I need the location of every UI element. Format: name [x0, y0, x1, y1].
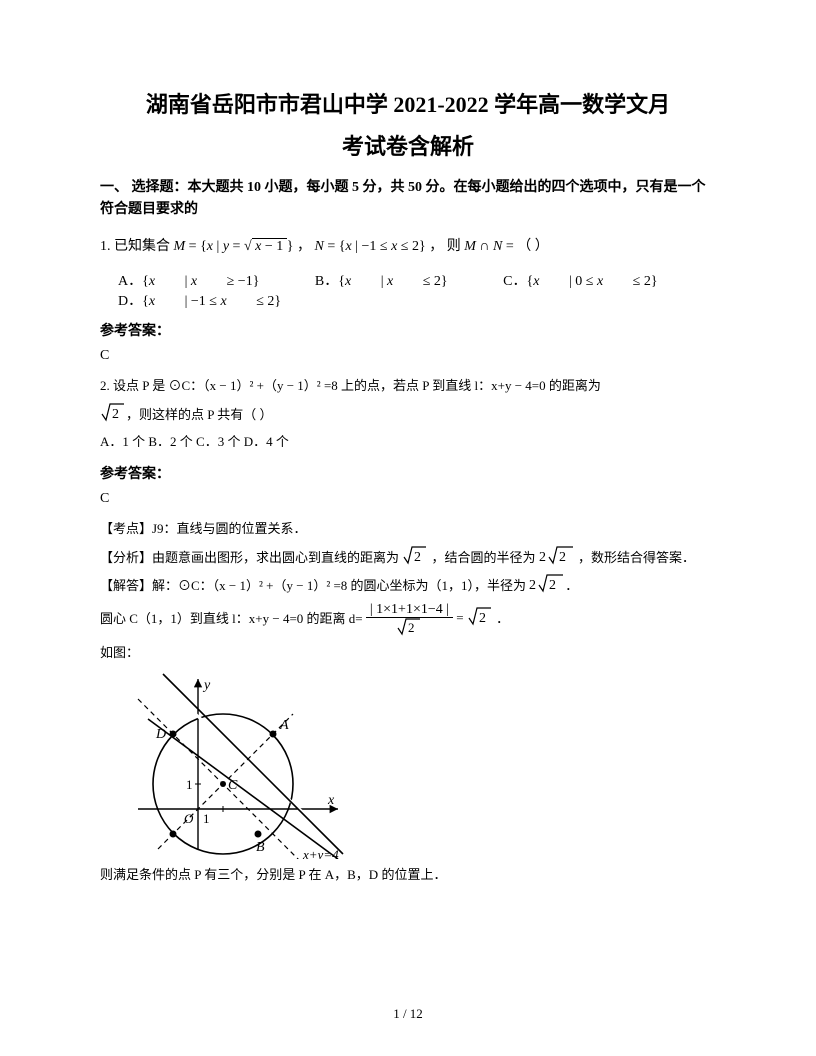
- q1-blank: （ ）: [517, 239, 549, 254]
- frac-num: | 1×1+1×1−4 |: [366, 602, 453, 618]
- label-1y: 1: [186, 777, 193, 792]
- opt-a: A．{x | x ≥ −1}: [118, 274, 285, 289]
- label-c: C: [228, 778, 238, 793]
- question-1: 1. 已知集合 M = {x | y = √ x − 1 } ， N = {x …: [100, 234, 716, 261]
- q1-mid1: ，: [297, 239, 315, 254]
- two-sqrt2-icon: 22: [529, 573, 565, 593]
- q1-prefix: 1. 已知集合: [100, 239, 174, 254]
- question-2: 2. 设点 P 是 ⊙C：（x − 1）² +（y − 1）² =8 上的点，若…: [100, 374, 716, 397]
- q2-answer: C: [100, 491, 716, 507]
- svg-text:2: 2: [408, 620, 415, 635]
- svg-text:2: 2: [529, 578, 536, 593]
- q1-set-n: N = {x | −1 ≤ x ≤ 2}: [315, 239, 426, 254]
- svg-text:2: 2: [559, 550, 566, 565]
- q2-jd: 【解答】解：⊙C：（x − 1）² +（y − 1）² =8 的圆心坐标为（1，…: [100, 573, 716, 597]
- question-2b: 2 ，则这样的点 P 共有（ ）: [100, 402, 716, 426]
- page-title: 湖南省岳阳市市君山中学 2021-2022 学年高一数学文月: [100, 90, 716, 121]
- eq-res: = 2: [456, 610, 496, 625]
- svg-text:2: 2: [414, 550, 421, 565]
- q1-set-m: M = {x | y = √ x − 1 }: [174, 238, 294, 254]
- label-line: x+y=4: [302, 847, 339, 859]
- q2-jd-a: 【解答】解：⊙C：（x − 1）² +（y − 1）² =8 的圆心坐标为（1，…: [100, 578, 526, 593]
- q2-fx-b: ，结合圆的半径为: [432, 550, 536, 565]
- q1-answer: C: [100, 348, 716, 364]
- q1-options: A．{x | x ≥ −1} B．{x | x ≤ 2} C．{x | 0 ≤ …: [118, 270, 716, 310]
- svg-text:2: 2: [479, 611, 486, 626]
- svg-text:2: 2: [549, 578, 556, 593]
- page-subtitle: 考试卷含解析: [100, 129, 716, 161]
- q2-kp: 【考点】J9：直线与圆的位置关系．: [100, 517, 716, 540]
- label-b: B: [256, 840, 265, 855]
- fraction: | 1×1+1×1−4 | 2: [366, 602, 453, 638]
- opt-c: C．{x | 0 ≤ x ≤ 2}: [503, 274, 683, 289]
- label-y: y: [202, 678, 211, 693]
- frac-den: 2: [366, 618, 453, 637]
- page-number: 1 / 12: [0, 1006, 816, 1022]
- label-d: D: [155, 727, 166, 742]
- opt-d: D．{x | −1 ≤ x ≤ 2}: [118, 294, 307, 309]
- q2-opts: A．1 个 B．2 个 C．3 个 D．4 个: [100, 430, 716, 453]
- section-heading: 一、 选择题：本大题共 10 小题，每小题 5 分，共 50 分。在每小题给出的…: [100, 177, 716, 222]
- opt-b: B．{x | x ≤ 2}: [315, 274, 474, 289]
- q2-answer-label: 参考答案：: [100, 463, 716, 483]
- label-a: A: [279, 718, 289, 733]
- sqrt2-icon: 2: [402, 545, 428, 565]
- q1-answer-label: 参考答案：: [100, 320, 716, 340]
- q2-jd-b: ．: [565, 578, 578, 593]
- q2-stem-b: ，则这样的点 P 共有（ ）: [126, 407, 273, 422]
- q2-fx-c: ，数形结合得答案．: [578, 550, 695, 565]
- q2-fx: 【分析】由题意画出图形，求出圆心到直线的距离为 2 ，结合圆的半径为 22 ，数…: [100, 545, 716, 569]
- q1-mid2: ， 则: [429, 239, 464, 254]
- q1-expr: M ∩ N =: [464, 239, 514, 254]
- label-o: O: [184, 811, 194, 826]
- q2-dist: 圆心 C（1，1）到直线 l：x+y − 4=0 的距离 d= | 1×1+1×…: [100, 602, 716, 638]
- q2-period: ．: [496, 610, 509, 625]
- sqrt2-icon: 2: [100, 402, 126, 422]
- q2-dist-a: 圆心 C（1，1）到直线 l：x+y − 4=0 的距离 d=: [100, 610, 363, 625]
- diagram: y x O 1 1 C A B D x+y=4: [128, 669, 716, 859]
- q2-fx-a: 【分析】由题意画出图形，求出圆心到直线的距离为: [100, 550, 399, 565]
- svg-text:2: 2: [539, 550, 546, 565]
- svg-text:2: 2: [112, 407, 119, 422]
- label-x: x: [327, 793, 335, 808]
- fig-label: 如图：: [100, 641, 716, 664]
- q2-stem-a: 2. 设点 P 是 ⊙C：（x − 1）² +（y − 1）² =8 上的点，若…: [100, 378, 601, 393]
- label-1x: 1: [203, 811, 210, 826]
- two-sqrt2-icon: 22: [539, 545, 575, 565]
- q2-conclusion: 则满足条件的点 P 有三个，分别是 P 在 A，B，D 的位置上．: [100, 863, 716, 886]
